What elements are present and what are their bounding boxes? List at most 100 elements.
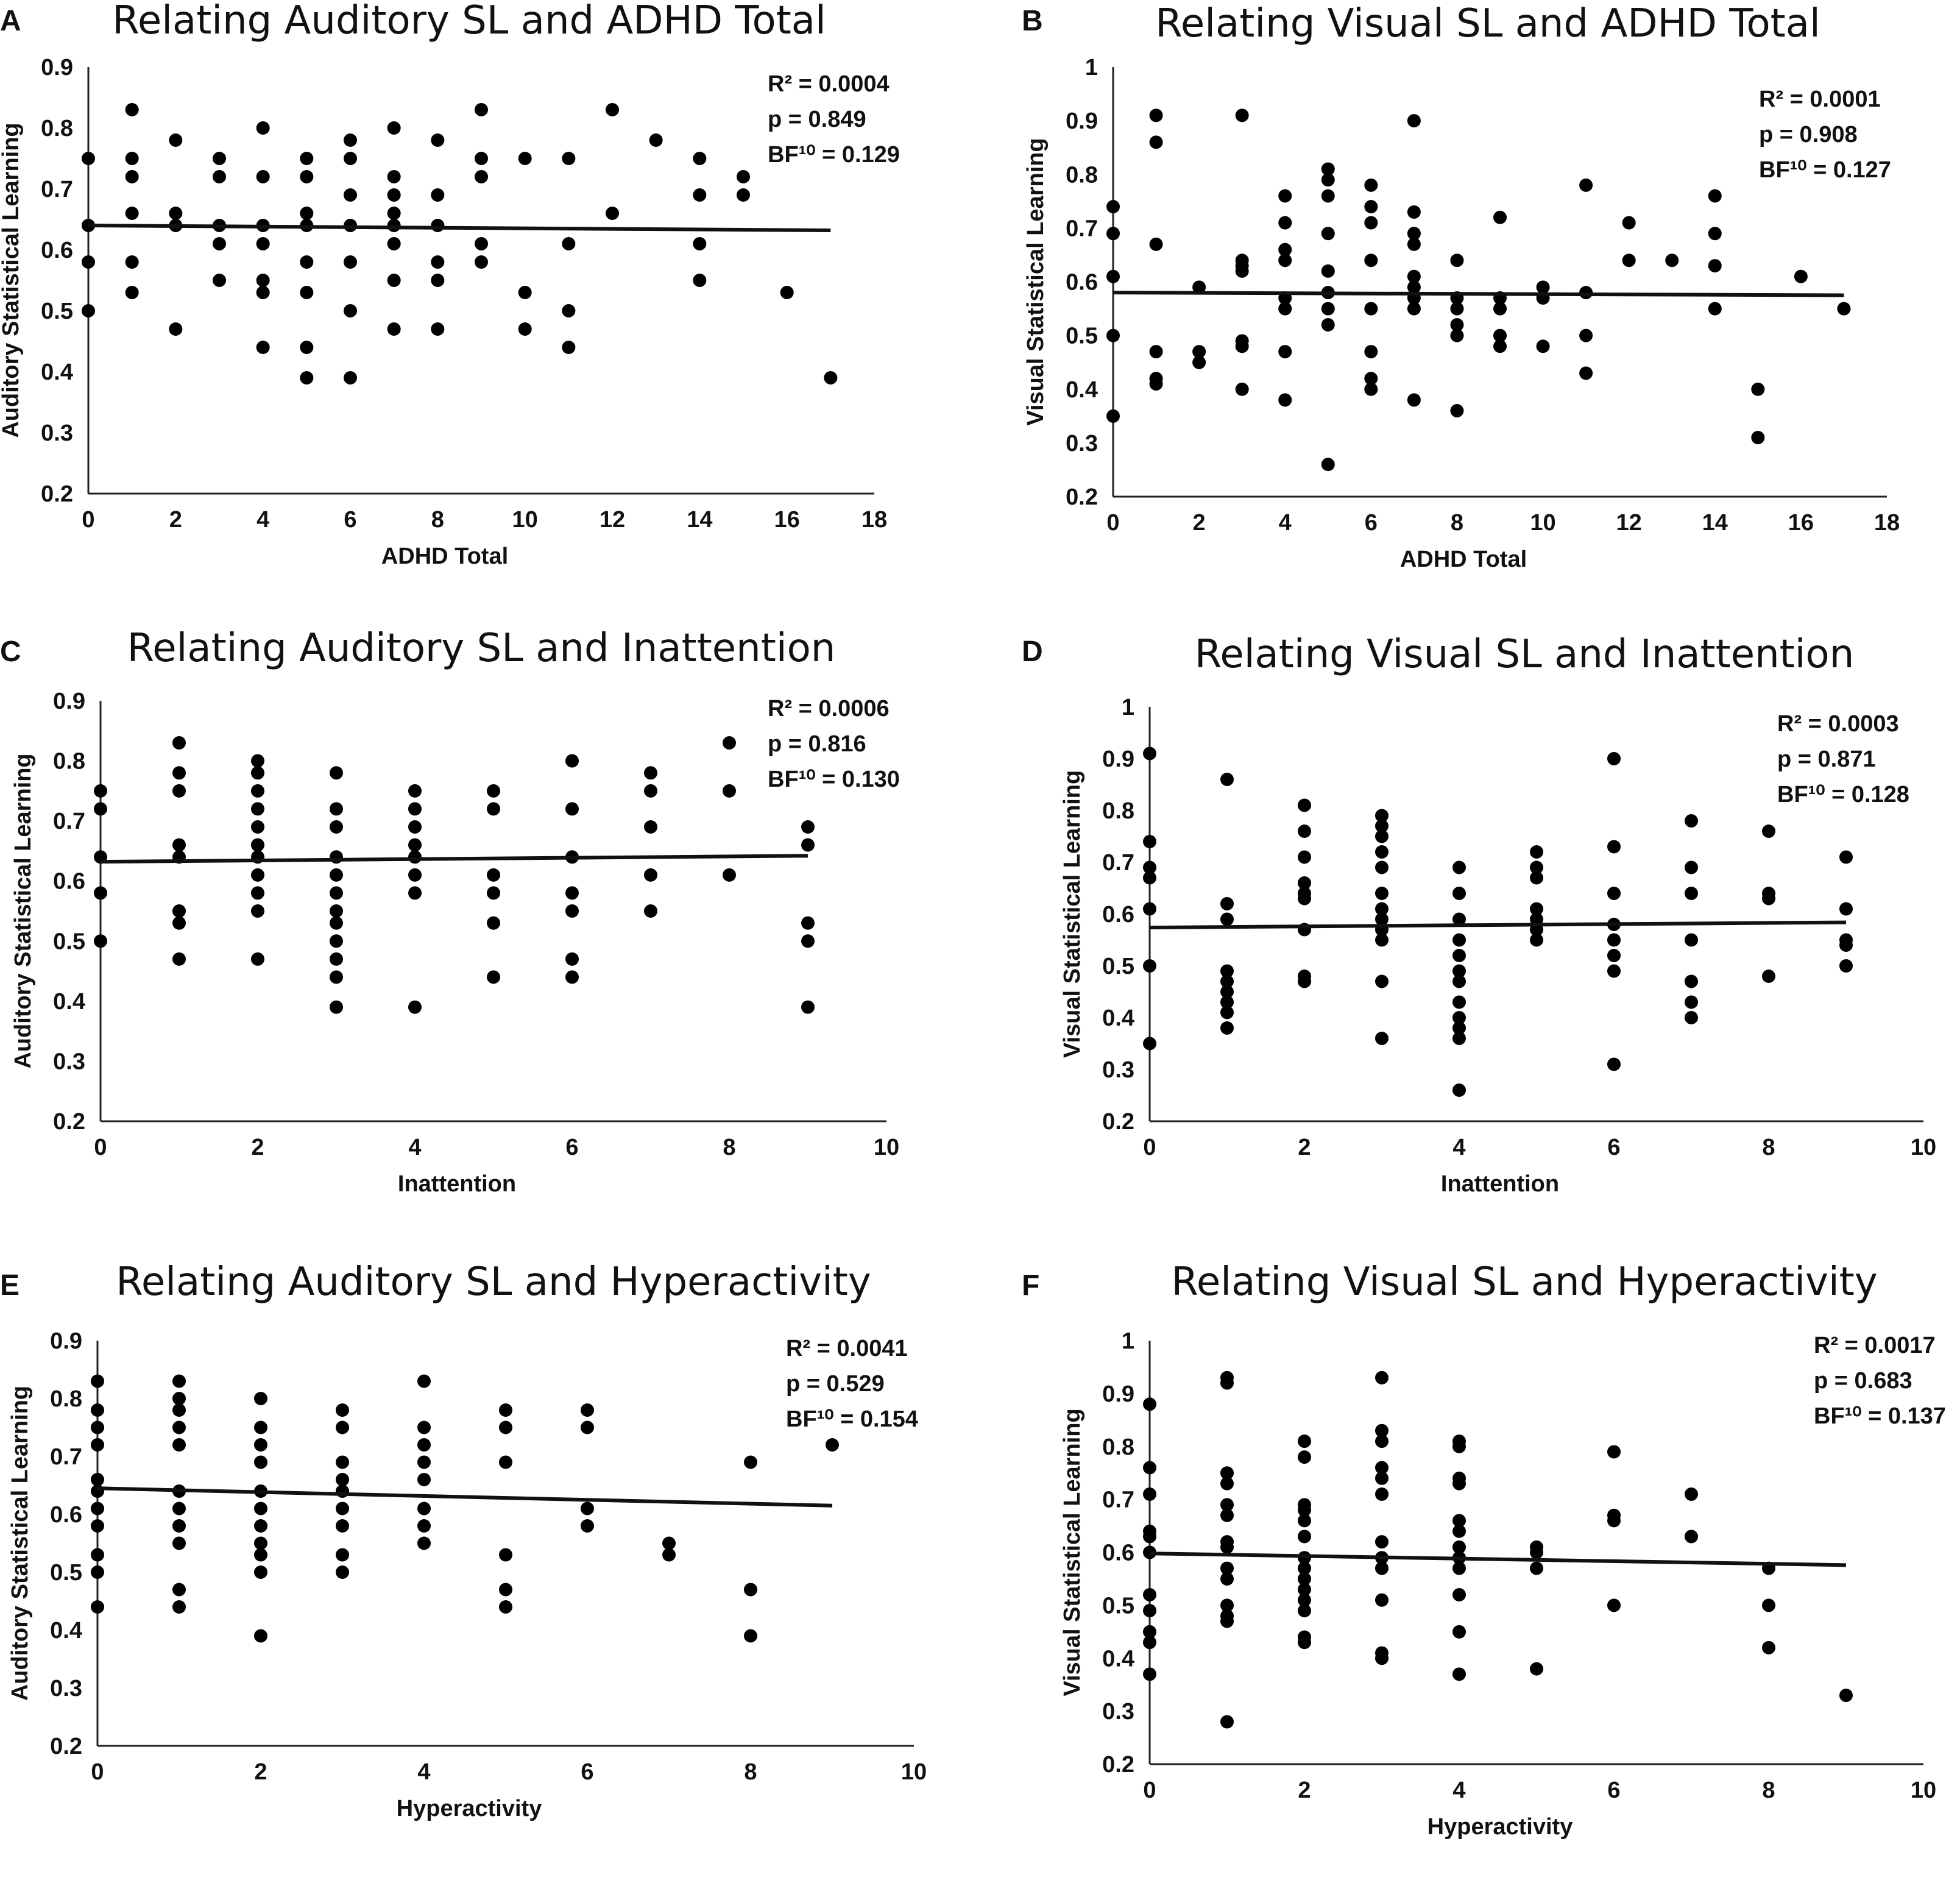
data-point: [300, 286, 314, 299]
data-point: [1298, 1530, 1311, 1544]
y-tick-label: 0.9: [53, 689, 85, 714]
data-point: [1536, 280, 1550, 294]
x-tick-label: 16: [1788, 510, 1814, 536]
stat-text: p = 0.816: [768, 731, 866, 757]
data-point: [1143, 746, 1156, 761]
data-point: [256, 170, 270, 183]
y-tick-label: 0.2: [1102, 1109, 1134, 1135]
data-point: [431, 255, 445, 269]
y-tick-label: 0.9: [1066, 108, 1098, 134]
chart-title: Relating Visual SL and Inattention: [1195, 632, 1855, 677]
data-point: [1235, 108, 1249, 122]
data-point: [1452, 1439, 1466, 1453]
data-point: [172, 904, 186, 918]
data-point: [475, 152, 488, 165]
data-point: [169, 207, 183, 220]
data-point: [737, 170, 750, 183]
data-point: [330, 916, 343, 930]
data-point: [693, 188, 707, 202]
y-tick-label: 0.9: [1102, 746, 1134, 772]
data-point: [1530, 845, 1543, 859]
y-tick-label: 0.8: [41, 116, 73, 141]
data-point: [254, 1420, 267, 1434]
data-point: [1530, 860, 1543, 874]
y-tick-label: 0.2: [50, 1734, 82, 1759]
stat-text: BF¹⁰ = 0.127: [1759, 157, 1891, 183]
y-tick-label: 0.6: [1102, 1541, 1134, 1566]
data-point: [330, 952, 343, 966]
data-point: [408, 1000, 422, 1014]
data-point: [1452, 1011, 1466, 1024]
data-point: [1143, 1667, 1156, 1681]
x-tick-label: 2: [1298, 1135, 1311, 1160]
data-point: [1762, 1598, 1775, 1612]
y-tick-label: 1: [1122, 695, 1134, 720]
x-axis-label: Hyperactivity: [397, 1796, 542, 1821]
x-tick-label: 0: [91, 1759, 104, 1785]
x-tick-label: 18: [861, 507, 887, 533]
data-point: [125, 152, 139, 165]
x-tick-label: 14: [687, 507, 712, 533]
data-point: [1450, 302, 1464, 316]
data-point: [1493, 302, 1507, 316]
y-tick-label: 1: [1122, 1328, 1134, 1354]
data-point: [1452, 964, 1466, 978]
data-point: [1143, 1604, 1156, 1618]
y-axis-label: Auditory Statistical Learning: [10, 753, 36, 1068]
x-tick-label: 0: [94, 1135, 107, 1160]
data-point: [1192, 345, 1206, 359]
data-point: [1839, 850, 1853, 864]
data-point: [1579, 178, 1593, 192]
data-point: [251, 802, 264, 816]
data-point: [417, 1438, 431, 1452]
data-point: [1143, 1530, 1156, 1544]
chart-title: Relating Auditory SL and Inattention: [127, 626, 836, 671]
x-tick-label: 4: [1279, 510, 1292, 536]
data-point: [1220, 1508, 1234, 1522]
x-tick-label: 8: [1451, 510, 1463, 536]
data-point: [1452, 1524, 1466, 1538]
x-tick-label: 10: [512, 507, 538, 533]
y-tick-label: 0.4: [1066, 377, 1098, 403]
data-point: [744, 1583, 757, 1597]
data-point: [1407, 269, 1421, 283]
scatter-chart: E Relating Auditory SL and Hyperactivity 0…: [0, 1260, 927, 1821]
data-point: [344, 133, 357, 147]
data-point: [1321, 173, 1335, 187]
data-point: [1321, 302, 1335, 316]
data-point: [1762, 1640, 1775, 1654]
data-point: [336, 1473, 349, 1486]
data-point: [172, 736, 186, 750]
x-tick-label: 4: [1452, 1135, 1465, 1160]
data-point: [1220, 1715, 1234, 1729]
x-axis-label: Hyperactivity: [1428, 1814, 1573, 1840]
data-point: [565, 904, 579, 918]
data-point: [125, 103, 139, 116]
data-point: [408, 868, 422, 882]
stat-text: p = 0.908: [1759, 122, 1858, 147]
data-point: [125, 255, 139, 269]
data-point: [256, 341, 270, 354]
data-point: [1579, 328, 1593, 342]
trend-line: [97, 1486, 833, 1508]
data-point: [254, 1455, 267, 1469]
data-point: [417, 1519, 431, 1533]
data-point: [91, 1403, 104, 1417]
data-point: [1839, 938, 1853, 952]
data-point: [213, 170, 226, 183]
data-point: [1220, 912, 1234, 926]
data-point: [300, 207, 314, 220]
data-point: [1375, 887, 1389, 900]
stat-text: p = 0.849: [768, 107, 866, 132]
data-point: [475, 170, 488, 183]
data-point: [251, 820, 264, 834]
data-point: [1407, 302, 1421, 316]
x-tick-label: 8: [431, 507, 444, 533]
data-point: [1762, 970, 1775, 983]
y-tick-label: 0.7: [41, 177, 73, 202]
data-point: [1450, 404, 1464, 417]
data-point: [417, 1455, 431, 1469]
data-point: [172, 1392, 186, 1405]
data-point: [1321, 227, 1335, 241]
data-point: [1622, 254, 1636, 268]
